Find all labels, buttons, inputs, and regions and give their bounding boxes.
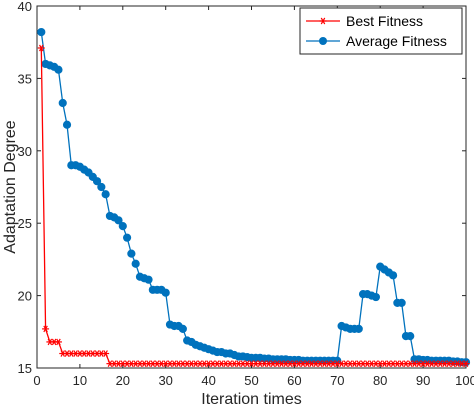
- data-point-circle: [388, 271, 398, 280]
- x-tick-label: 50: [244, 373, 258, 388]
- x-tick-label: 100: [455, 373, 474, 388]
- legend-swatch-marker: [319, 37, 327, 45]
- x-tick-label: 10: [73, 373, 87, 388]
- legend-label: Average Fitness: [346, 33, 447, 49]
- y-tick-label: 30: [18, 144, 32, 159]
- data-point-circle: [127, 249, 136, 258]
- plot-area: 0 10 20 30 40 50 60 70 80 90 100 15 20 25 30 35 40: [18, 0, 474, 388]
- data-point-circle: [97, 182, 106, 192]
- data-point-asterisk: [37, 44, 45, 52]
- legend-items: Best Fitness Average Fitness: [306, 13, 447, 49]
- x-tick-label: 80: [373, 373, 387, 388]
- series-line: [40, 47, 466, 365]
- y-tick-label: 35: [18, 71, 32, 86]
- x-axis-ticks: 0 10 20 30 40 50 60 70 80 90 100: [33, 6, 474, 388]
- data-point-circle: [131, 259, 140, 268]
- y-tick-label: 15: [18, 361, 32, 376]
- data-point-asterisk: [42, 325, 50, 333]
- data-point-circle: [92, 177, 102, 186]
- x-axis-label: Iteration times: [201, 391, 301, 408]
- data-point-asterisk: [54, 338, 62, 346]
- series-average-fitness: [37, 27, 471, 367]
- y-tick-label: 40: [18, 0, 32, 14]
- data-point-asterisk: [319, 17, 327, 25]
- y-tick-label: 25: [18, 216, 32, 231]
- legend-item: Average Fitness: [306, 33, 447, 49]
- x-tick-label: 20: [116, 373, 130, 388]
- x-tick-label: 90: [416, 373, 430, 388]
- x-tick-label: 30: [158, 373, 172, 388]
- x-tick-label: 0: [33, 373, 40, 388]
- x-tick-label: 70: [330, 373, 344, 388]
- data-point-circle: [178, 324, 187, 334]
- data-point-circle: [161, 288, 170, 297]
- data-point-circle: [371, 292, 381, 302]
- y-tick-label: 20: [18, 289, 32, 304]
- y-axis-ticks: 15 20 25 30 35 40: [18, 0, 466, 376]
- data-point-circle: [122, 233, 132, 242]
- data-point-asterisk: [102, 350, 110, 357]
- legend-item: Best Fitness: [306, 13, 423, 29]
- data-point-circle: [144, 275, 153, 284]
- series-best-fitness: [37, 44, 470, 367]
- data-point-circle: [114, 216, 123, 225]
- x-tick-label: 40: [201, 373, 215, 388]
- data-point-asterisk: [462, 360, 470, 367]
- data-point-circle: [397, 298, 406, 307]
- data-point-circle: [406, 332, 415, 341]
- data-point-circle: [101, 190, 110, 199]
- legend-label: Best Fitness: [346, 13, 423, 29]
- data-point-circle: [354, 324, 363, 334]
- series-layer: [37, 27, 471, 367]
- data-point-circle: [118, 221, 127, 231]
- data-point-circle: [37, 27, 46, 37]
- data-point-circle: [54, 65, 63, 74]
- data-point-circle: [62, 120, 72, 129]
- y-axis-label: Adaptation Degree: [2, 120, 19, 254]
- legend-frame: [299, 7, 463, 55]
- data-point-circle: [58, 98, 67, 108]
- legend: Best Fitness Average Fitness: [299, 7, 463, 55]
- x-tick-label: 60: [287, 373, 301, 388]
